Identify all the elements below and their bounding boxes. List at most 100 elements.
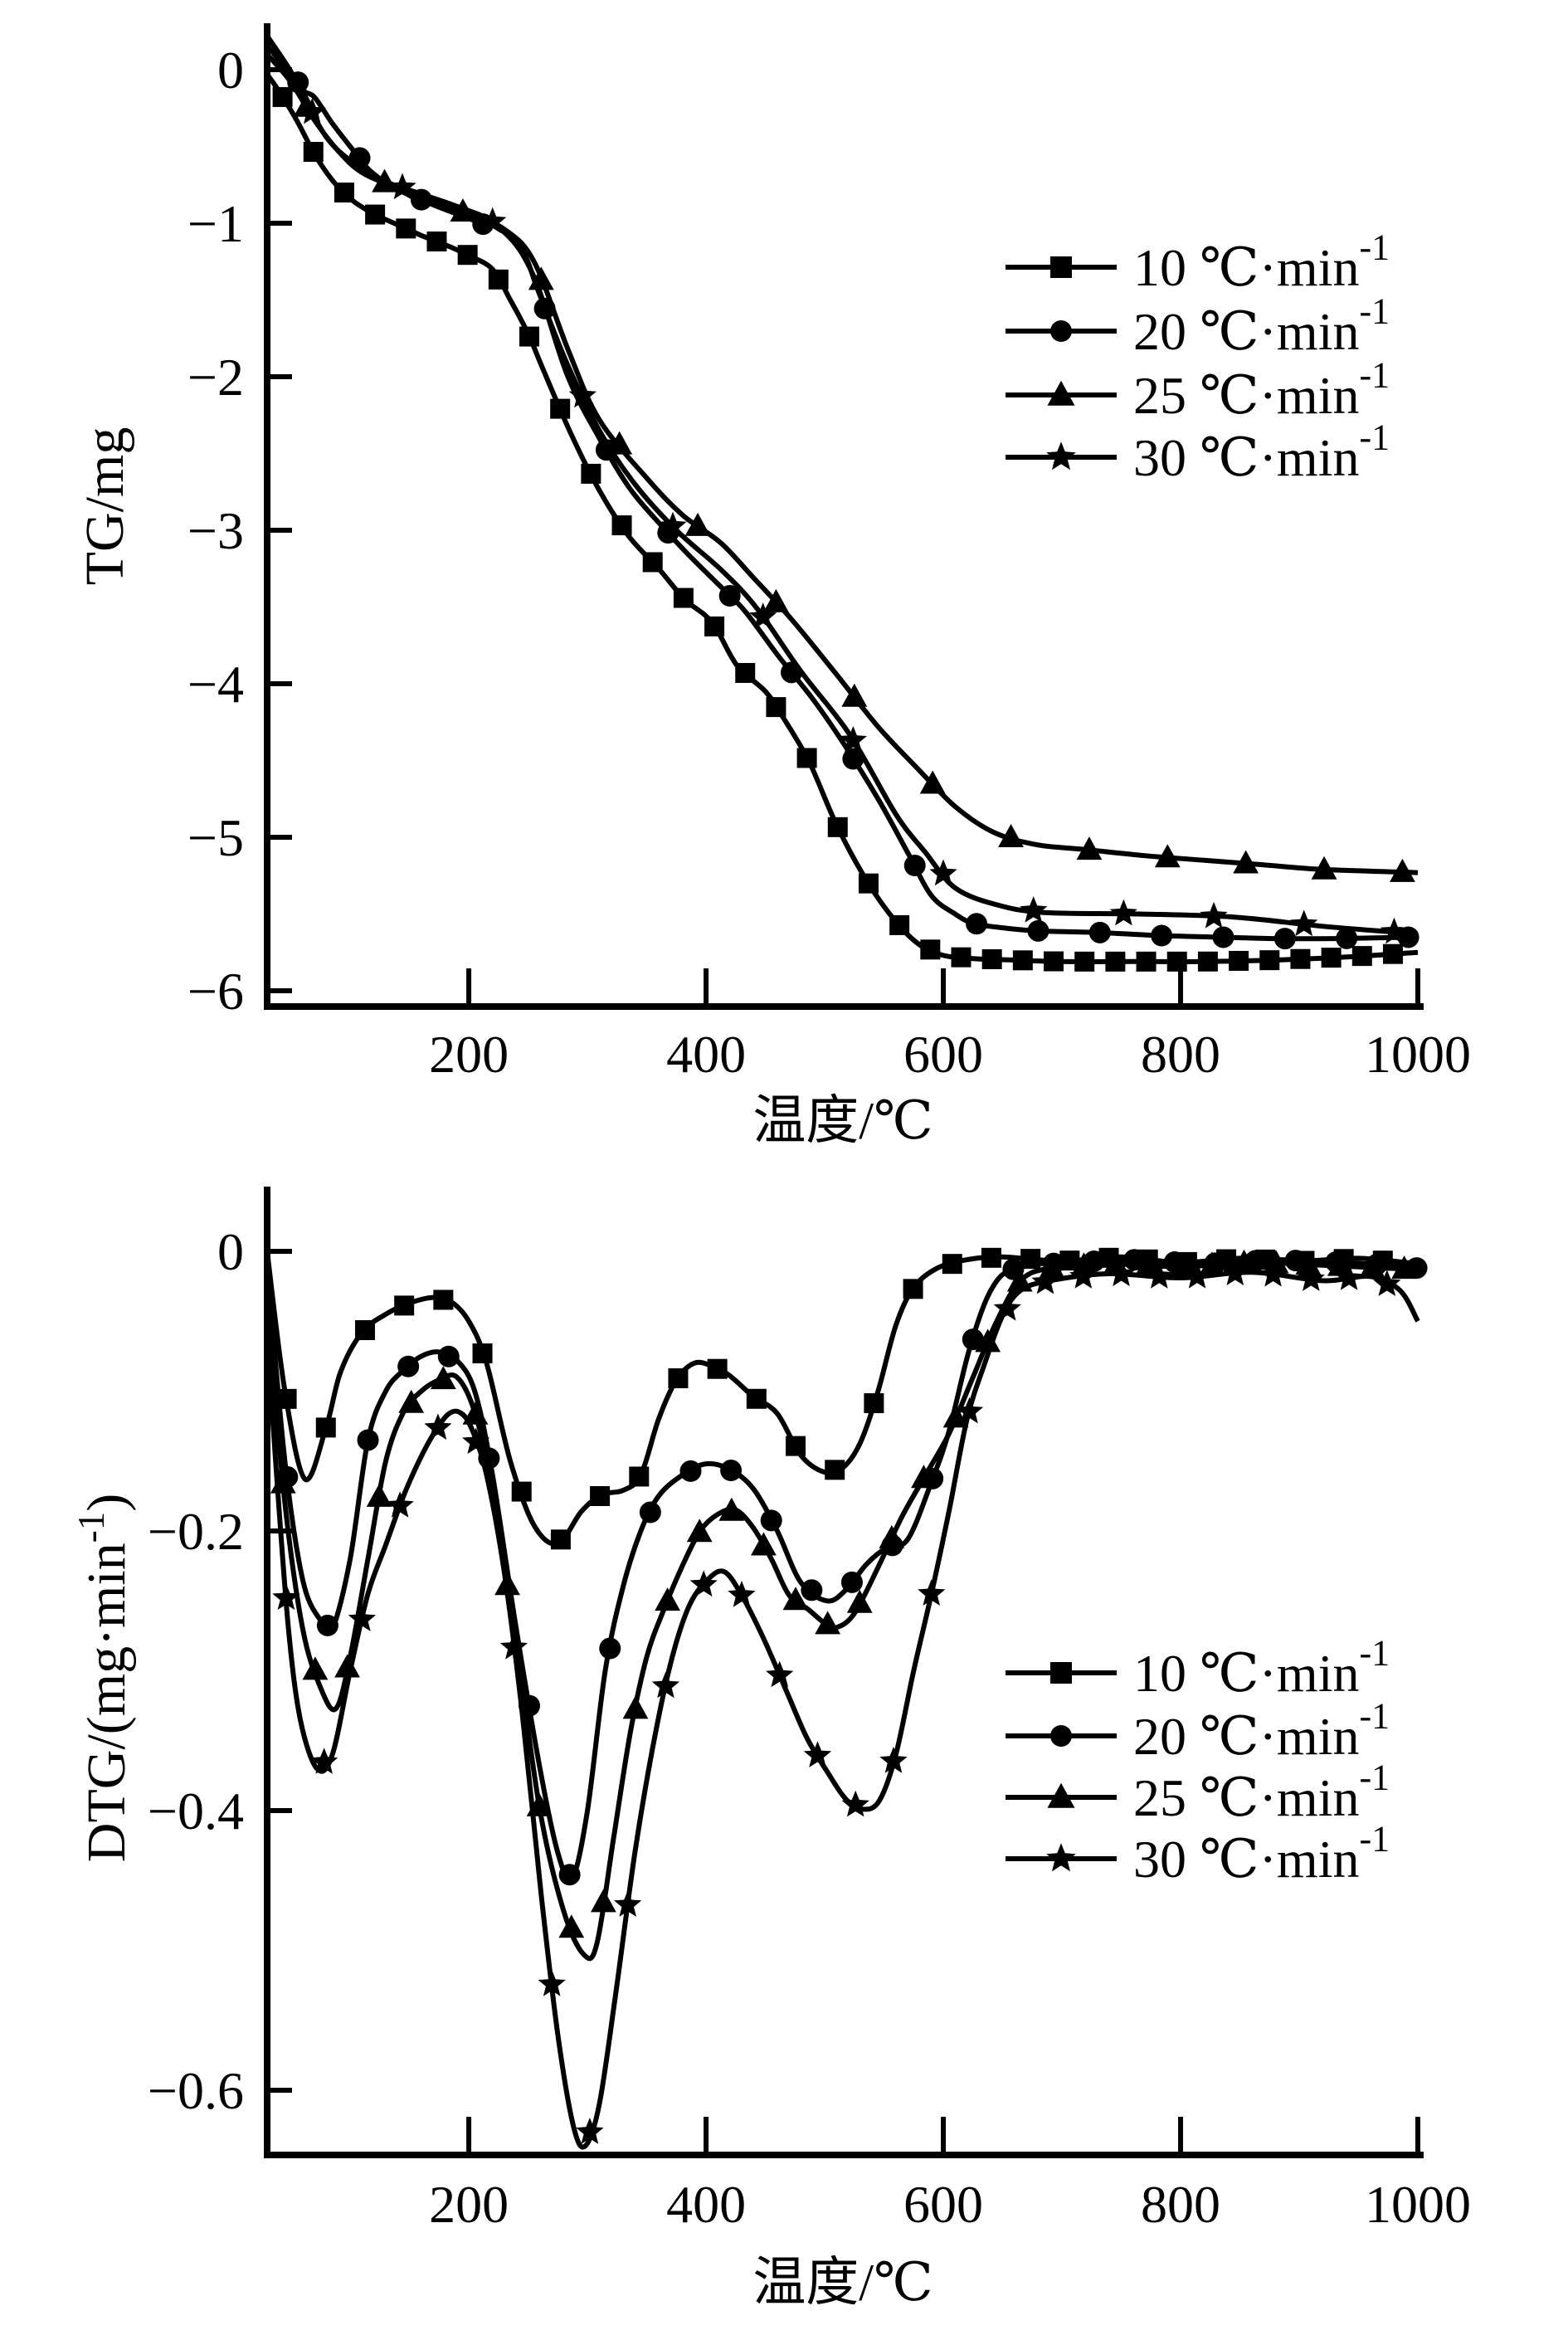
series-marker-square-icon — [426, 232, 447, 252]
series-marker-star-icon — [614, 1890, 642, 1917]
x-tick-label: 600 — [903, 2175, 983, 2234]
series-marker-square-icon — [581, 463, 601, 484]
series-marker-star-icon — [1297, 1265, 1325, 1291]
bottom-chart-root: 0 −0.2 −0.4 −0.6 200 400 600 800 1000 DTG/(mg·min… — [71, 1187, 1471, 2312]
series-marker-star-icon — [1380, 917, 1408, 944]
series-marker-star-icon — [538, 1969, 566, 1996]
legend-marker-triangle-icon — [1047, 380, 1075, 406]
series-marker-circle-icon — [639, 1501, 661, 1523]
y-tick-label: 0 — [217, 1222, 244, 1281]
series-marker-square-icon — [858, 873, 879, 894]
series-marker-star-icon — [1107, 1260, 1136, 1286]
series-marker-square-icon — [334, 183, 354, 202]
series-marker-star-icon — [749, 602, 777, 629]
legend-marker-square-icon — [1050, 256, 1072, 278]
series-marker-star-icon — [993, 1294, 1021, 1321]
legend-item-25C: 25 ℃·min-1 — [1006, 1757, 1390, 1827]
series-marker-star-icon — [576, 2118, 604, 2144]
series-marker-square-icon — [629, 1466, 650, 1487]
series-marker-square-icon — [315, 1417, 336, 1438]
series-marker-star-icon — [728, 1581, 756, 1607]
series-marker-triangle-icon — [686, 1519, 713, 1543]
series-marker-circle-icon — [1088, 921, 1111, 943]
series-marker-square-icon — [1197, 951, 1218, 972]
series-marker-circle-icon — [599, 1637, 621, 1660]
series-marker-triangle-icon — [815, 1611, 841, 1635]
legend-label: 10 ℃·min-1 — [1133, 1632, 1390, 1702]
series-marker-star-icon — [388, 173, 416, 200]
series-marker-square-icon — [472, 1343, 493, 1364]
series-marker-star-icon — [298, 97, 326, 124]
legend-marker-square-icon — [1050, 1662, 1072, 1684]
series-marker-triangle-icon — [430, 1366, 456, 1390]
series-marker-circle-icon — [962, 1328, 984, 1351]
series-marker-square-icon — [673, 587, 694, 608]
legend-item-20C: 20 ℃·min-1 — [1006, 290, 1390, 361]
series-marker-square-icon — [1229, 950, 1249, 971]
y-tick-label: −0.2 — [148, 1502, 244, 1561]
legend-label: 25 ℃·min-1 — [1133, 354, 1390, 424]
y-tick-label: −0.4 — [148, 1782, 244, 1840]
tg-chart-panel: 0 −1 −2 −3 −4 −5 −6 200 400 600 800 1000 TG/mg 温度/℃ 10… — [75, 23, 1471, 1150]
legend-label: 20 ℃·min-1 — [1133, 1695, 1390, 1765]
legend: 10 ℃·min-120 ℃·min-125 ℃·min-130 ℃·min-1 — [1006, 227, 1390, 487]
series-marker-triangle-icon — [1154, 844, 1181, 868]
series-marker-star-icon — [1290, 909, 1318, 937]
legend-item-30C: 30 ℃·min-1 — [1006, 417, 1390, 487]
series-marker-circle-icon — [801, 1579, 823, 1601]
series-marker-star-icon — [803, 1741, 832, 1767]
legend-marker-circle-icon — [1050, 1725, 1072, 1747]
series-marker-triangle-icon — [919, 770, 946, 794]
series-marker-triangle-icon — [782, 1587, 809, 1611]
series-marker-square-icon — [951, 947, 971, 968]
y-tick-label: −0.6 — [148, 2061, 244, 2120]
series-marker-star-icon — [839, 726, 867, 753]
series-marker-triangle-icon — [841, 683, 868, 707]
series-marker-circle-icon — [760, 1509, 782, 1532]
series-marker-square-icon — [1012, 950, 1033, 971]
series-marker-circle-icon — [903, 855, 926, 877]
series-marker-star-icon — [929, 859, 957, 886]
series-line — [265, 1270, 1420, 2150]
series-marker-star-icon — [651, 1671, 680, 1699]
series-marker-triangle-icon — [302, 1656, 329, 1680]
series-marker-square-icon — [786, 1436, 806, 1456]
legend-label: 20 ℃·min-1 — [1133, 290, 1390, 360]
series-marker-square-icon — [590, 1485, 611, 1506]
x-tick-label: 1000 — [1365, 1025, 1471, 1084]
series-marker-square-icon — [1105, 951, 1126, 972]
series-marker-square-icon — [394, 1295, 415, 1316]
series-marker-circle-icon — [1212, 926, 1234, 948]
series-line — [265, 1260, 1419, 1962]
series-marker-star-icon — [1145, 1262, 1173, 1289]
y-axis-title: TG/mg — [75, 427, 135, 586]
series-marker-star-icon — [659, 511, 687, 539]
series-marker-square-icon — [766, 697, 786, 718]
series-20C — [265, 34, 1419, 950]
series-marker-star-icon — [689, 1570, 718, 1597]
series-marker-star-icon — [272, 1583, 300, 1610]
series-marker-star-icon — [424, 1413, 452, 1440]
x-tick-label: 1000 — [1365, 2175, 1471, 2234]
series-marker-square-icon — [1259, 950, 1280, 971]
series-line — [265, 1257, 1419, 1884]
series-marker-star-icon — [1031, 1267, 1059, 1294]
series-marker-square-icon — [365, 204, 386, 225]
series-marker-circle-icon — [679, 1460, 702, 1482]
y-tick-label: −6 — [187, 962, 244, 1021]
x-tick-label: 400 — [666, 2175, 746, 2234]
legend-marker-triangle-icon — [1047, 1782, 1075, 1808]
series-marker-square-icon — [981, 1247, 1001, 1268]
legend-marker-star-icon — [1046, 441, 1076, 470]
series-marker-star-icon — [1183, 1261, 1211, 1289]
top-chart-root: 0 −1 −2 −3 −4 −5 −6 200 400 600 800 1000 TG/mg 温度/℃ 10… — [75, 23, 1471, 1150]
series-marker-star-icon — [841, 1790, 869, 1817]
series-marker-triangle-icon — [975, 1328, 1001, 1353]
series-marker-square-icon — [825, 1460, 845, 1480]
series-marker-triangle-icon — [911, 1465, 937, 1489]
series-marker-square-icon — [550, 398, 571, 419]
series-marker-square-icon — [488, 269, 509, 290]
series-marker-star-icon — [1259, 1260, 1288, 1287]
series-marker-square-icon — [668, 1367, 689, 1388]
